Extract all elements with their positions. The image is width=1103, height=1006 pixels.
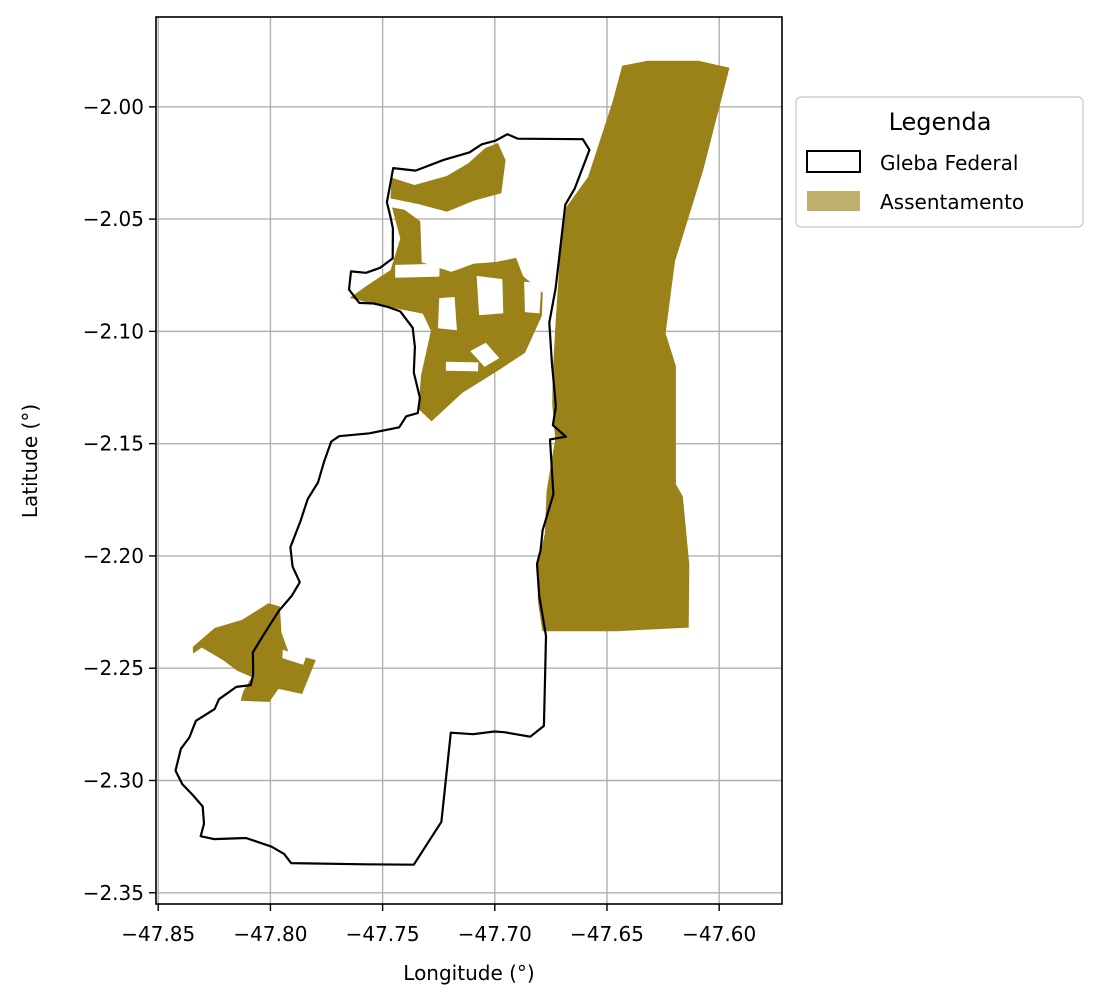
x-tick-label: −47.65: [570, 922, 644, 946]
y-tick-label: −2.10: [83, 319, 144, 343]
y-axis: −2.00 −2.05 −2.10 −2.15 −2.20 −2.25 −2.30 −2.35: [83, 95, 156, 905]
assentamento-gap: [445, 361, 479, 372]
x-tick-label: −47.70: [458, 922, 532, 946]
plot-area-frame: [155, 16, 783, 905]
x-tick-label: −47.85: [121, 922, 195, 946]
x-tick-label: −47.80: [233, 922, 307, 946]
legend: Legenda Gleba Federal Assentamento: [795, 96, 1084, 228]
y-axis-label: Latitude (°): [18, 404, 42, 518]
y-tick-label: −2.25: [83, 656, 144, 680]
gleba-federal-boundary: [174, 133, 591, 866]
y-tick-label: −2.15: [83, 432, 144, 456]
assentamento-polygon: [390, 143, 506, 212]
y-tick-label: −2.35: [83, 881, 144, 905]
legend-label-gleba-federal: Gleba Federal: [880, 151, 1018, 175]
x-tick-label: −47.75: [346, 922, 420, 946]
assentamento-gap: [524, 281, 542, 314]
y-tick-label: −2.05: [83, 207, 144, 231]
legend-label-assentamento: Assentamento: [880, 190, 1024, 214]
x-tick-label: −47.60: [682, 922, 756, 946]
legend-swatch-assentamento: [807, 191, 860, 211]
legend-title: Legenda: [889, 108, 992, 136]
assentamento-polygon: [192, 603, 316, 702]
assentamento-gap: [395, 263, 440, 278]
legend-swatch-gleba-federal: [806, 150, 861, 173]
y-tick-label: −2.30: [83, 768, 144, 792]
x-axis: −47.85 −47.80 −47.75 −47.70 −47.65 −47.60: [121, 904, 756, 946]
gleba-federal-polygon: [174, 133, 591, 866]
assentamento-gap: [282, 649, 306, 665]
y-tick-label: −2.00: [83, 95, 144, 119]
assentamento-areas: [192, 60, 730, 702]
assentamento-gap: [470, 342, 500, 367]
legend-box: [795, 96, 1084, 228]
assentamento-gap: [476, 275, 504, 316]
assentamento-polygon: [537, 60, 730, 632]
assentamento-gap: [438, 297, 457, 331]
y-tick-label: −2.20: [83, 544, 144, 568]
x-axis-label: Longitude (°): [403, 961, 534, 985]
